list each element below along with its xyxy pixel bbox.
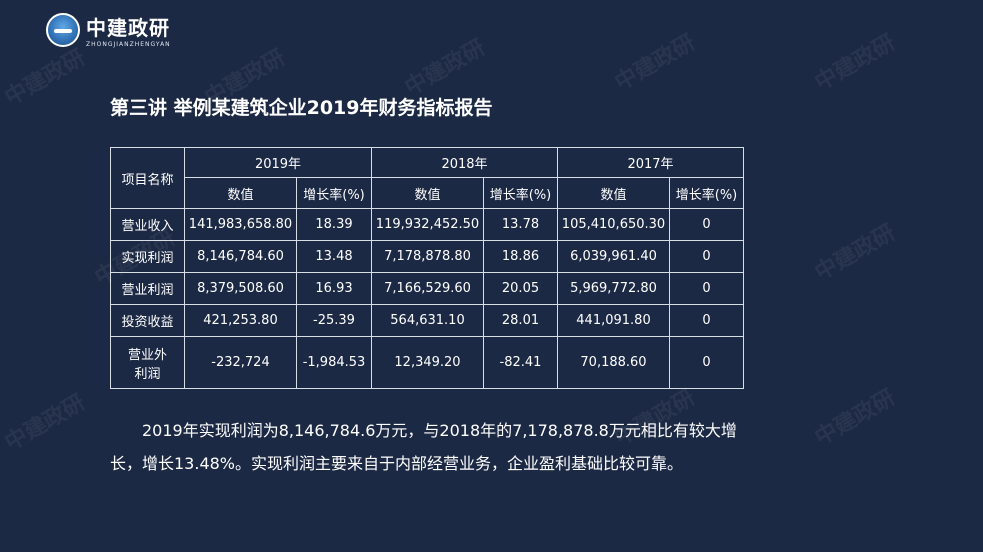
table-cell: 119,932,452.50 — [371, 208, 484, 241]
value-header: 数值 — [557, 177, 670, 209]
watermark: 中建政研 — [0, 45, 90, 111]
table-cell: 28.01 — [483, 304, 558, 337]
table-cell: 8,146,784.60 — [184, 240, 297, 273]
table-row: 实现利润 8,146,784.60 13.48 7,178,878.80 18.… — [110, 240, 744, 273]
table-cell: -232,724 — [184, 336, 297, 389]
logo-emblem-icon — [46, 13, 80, 47]
table-cell: 70,188.60 — [557, 336, 670, 389]
table-row: 营业收入 141,983,658.80 18.39 119,932,452.50… — [110, 208, 744, 241]
table-cell: 20.05 — [483, 272, 558, 305]
year-header: 2019年 — [184, 147, 372, 178]
logo: 中建政研 ZHONGJIANZHENGYAN — [46, 12, 171, 48]
table-cell: 564,631.10 — [371, 304, 484, 337]
row-label: 营业利润 — [110, 272, 185, 305]
watermark: 中建政研 — [810, 385, 900, 451]
item-name-header: 项目名称 — [110, 147, 185, 209]
watermark: 中建政研 — [810, 30, 900, 96]
growth-header: 增长率(%) — [483, 177, 558, 209]
row-label: 投资收益 — [110, 304, 185, 337]
table-cell: 0 — [669, 304, 744, 337]
table-cell: 18.86 — [483, 240, 558, 273]
table-cell: 6,039,961.40 — [557, 240, 670, 273]
table-row: 营业外利润 -232,724 -1,984.53 12,349.20 -82.4… — [110, 336, 744, 389]
table-cell: 7,166,529.60 — [371, 272, 484, 305]
table-cell: -25.39 — [296, 304, 372, 337]
table-cell: 441,091.80 — [557, 304, 670, 337]
table-cell: 7,178,878.80 — [371, 240, 484, 273]
watermark: 中建政研 — [0, 390, 90, 456]
logo-subtitle: ZHONGJIANZHENGYAN — [86, 41, 171, 48]
table-row: 投资收益 421,253.80 -25.39 564,631.10 28.01 … — [110, 304, 744, 337]
row-label: 实现利润 — [110, 240, 185, 273]
table-cell: 0 — [669, 240, 744, 273]
watermark: 中建政研 — [400, 35, 490, 101]
logo-name: 中建政研 — [86, 16, 170, 40]
growth-header: 增长率(%) — [296, 177, 372, 209]
row-label: 营业收入 — [110, 208, 185, 241]
financial-table: 项目名称 2019年 2018年 2017年 数值 增长率(%) 数值 增长率(… — [110, 147, 744, 389]
watermark: 中建政研 — [610, 30, 700, 96]
table-cell: 0 — [669, 272, 744, 305]
table-cell: -82.41 — [483, 336, 558, 389]
table-cell: 16.93 — [296, 272, 372, 305]
table-cell: 105,410,650.30 — [557, 208, 670, 241]
table-cell: 13.48 — [296, 240, 372, 273]
table-cell: 13.78 — [483, 208, 558, 241]
table-cell: 5,969,772.80 — [557, 272, 670, 305]
table-row: 营业利润 8,379,508.60 16.93 7,166,529.60 20.… — [110, 272, 744, 305]
value-header: 数值 — [371, 177, 484, 209]
page-title: 第三讲 举例某建筑企业2019年财务指标报告 — [110, 97, 493, 119]
table-cell: 18.39 — [296, 208, 372, 241]
table-cell: 0 — [669, 336, 744, 389]
table-cell: 0 — [669, 208, 744, 241]
row-label: 营业外利润 — [110, 336, 185, 389]
year-header: 2018年 — [371, 147, 558, 178]
value-header: 数值 — [184, 177, 297, 209]
table-cell: 8,379,508.60 — [184, 272, 297, 305]
table-cell: 141,983,658.80 — [184, 208, 297, 241]
growth-header: 增长率(%) — [669, 177, 744, 209]
table-cell: 421,253.80 — [184, 304, 297, 337]
watermark: 中建政研 — [810, 220, 900, 286]
year-header: 2017年 — [557, 147, 744, 178]
table-cell: 12,349.20 — [371, 336, 484, 389]
table-cell: -1,984.53 — [296, 336, 372, 389]
summary-paragraph: 2019年实现利润为8,146,784.6万元，与2018年的7,178,878… — [110, 421, 737, 473]
